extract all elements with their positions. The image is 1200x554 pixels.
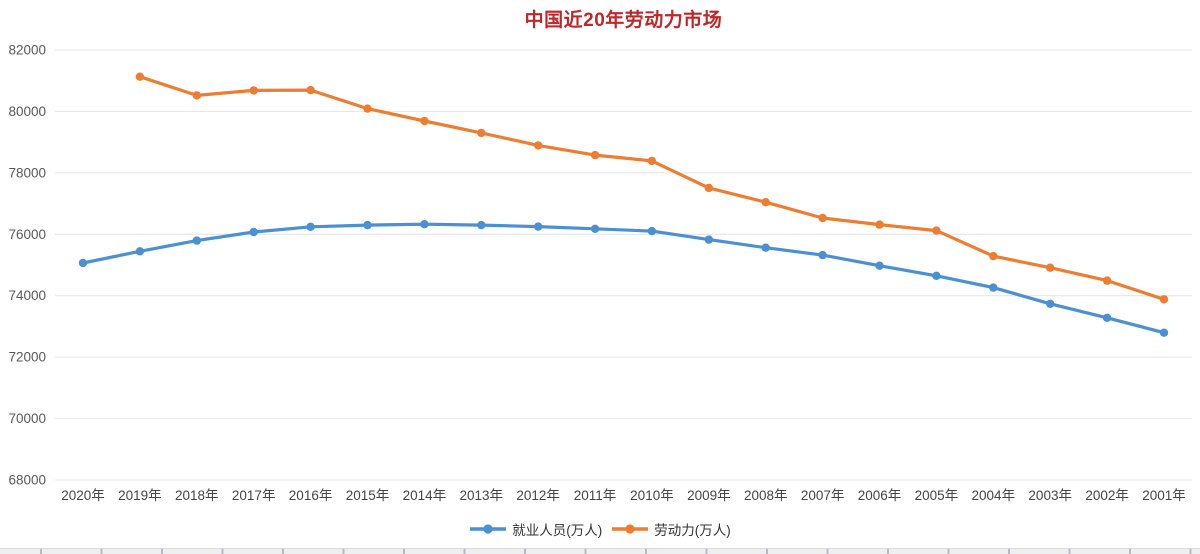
x-axis-tick-label: 2014年	[403, 488, 447, 503]
data-point-marker	[1046, 263, 1055, 272]
data-point-marker	[420, 116, 429, 126]
spreadsheet-edge-strip	[0, 548, 1200, 554]
chart-legend: 就业人员(万人) 劳动力(万人)	[0, 519, 1200, 539]
data-point-marker	[590, 150, 600, 160]
data-point-marker	[761, 243, 770, 252]
series-line-0	[81, 222, 1166, 335]
data-point-marker	[989, 251, 998, 261]
data-point-marker	[1159, 328, 1169, 337]
x-axis-tick-label: 2016年	[289, 488, 333, 503]
legend-item-employment[interactable]: 就业人员(万人)	[469, 519, 602, 539]
data-point-marker	[761, 198, 770, 207]
data-point-marker	[192, 91, 201, 100]
x-axis-tick-label: 2017年	[232, 488, 276, 503]
data-point-marker	[534, 222, 543, 231]
series-line-1	[138, 75, 1166, 301]
data-point-marker	[306, 222, 315, 231]
data-point-marker	[818, 213, 827, 223]
x-axis-tick-label: 2015年	[346, 488, 390, 503]
data-point-marker	[192, 236, 201, 245]
data-point-marker	[875, 220, 884, 229]
x-axis-tick-label: 2010年	[630, 488, 674, 503]
data-point-marker	[704, 183, 713, 193]
data-point-marker	[135, 72, 145, 81]
data-point-marker	[1102, 313, 1112, 322]
data-point-marker	[989, 283, 998, 292]
data-point-marker	[78, 258, 88, 268]
data-point-marker	[647, 156, 657, 166]
data-point-marker	[477, 220, 486, 230]
data-point-marker	[932, 226, 941, 235]
data-point-marker	[420, 220, 429, 229]
data-point-marker	[818, 250, 827, 260]
x-axis-tick-label: 2020年	[61, 488, 105, 503]
x-axis-tick-label: 2012年	[516, 488, 560, 503]
x-axis-tick-label: 2008年	[744, 488, 788, 503]
chart-title: 中国近20年劳动力市场	[524, 10, 723, 31]
y-axis-tick-label: 76000	[8, 227, 46, 242]
y-axis-tick-label: 70000	[8, 411, 46, 426]
x-axis-tick-label: 2018年	[175, 488, 219, 503]
data-point-marker	[647, 226, 657, 236]
data-point-marker	[875, 261, 884, 270]
x-axis-tick-label: 2006年	[858, 488, 902, 503]
y-axis-tick-label: 80000	[8, 104, 46, 119]
y-axis-tick-label: 82000	[8, 43, 46, 58]
line-dot-marker-icon	[612, 524, 649, 534]
data-point-marker	[306, 85, 315, 95]
y-axis-tick-label: 68000	[8, 473, 46, 488]
x-axis-tick-label: 2004年	[972, 488, 1016, 503]
data-point-marker	[1102, 276, 1112, 285]
line-dot-marker-icon	[470, 524, 507, 534]
data-point-marker	[135, 247, 145, 256]
data-point-marker	[534, 141, 543, 150]
x-axis-tick-label: 2007年	[801, 488, 845, 503]
data-point-marker	[932, 271, 941, 280]
data-point-marker	[1159, 295, 1169, 304]
x-axis-tick-label: 2009年	[687, 488, 731, 503]
x-axis-tick-label: 2001年	[1142, 488, 1186, 503]
x-axis-tick-label: 2005年	[915, 488, 959, 503]
data-point-marker	[249, 86, 258, 95]
legend-label-laborforce: 劳动力(万人)	[654, 523, 731, 538]
data-point-marker	[249, 227, 258, 237]
data-point-marker	[363, 104, 372, 113]
legend-item-laborforce[interactable]: 劳动力(万人)	[611, 519, 731, 539]
y-axis-tick-label: 74000	[8, 288, 46, 303]
y-axis-tick-label: 78000	[8, 165, 46, 180]
data-point-marker	[704, 235, 713, 244]
data-point-marker	[477, 128, 486, 138]
y-axis-tick-label: 72000	[8, 350, 46, 365]
x-axis-tick-label: 2011年	[574, 488, 617, 503]
x-axis-tick-label: 2003年	[1028, 488, 1072, 503]
legend-label-employment: 就业人员(万人)	[512, 523, 603, 538]
line-chart-canvas: 82000 80000 78000 76000 74000 72000 70000 68000…	[8, 43, 1192, 503]
x-axis-tick-label: 2013年	[459, 488, 503, 503]
x-axis-tick-label: 2019年	[118, 488, 162, 503]
data-point-marker	[363, 220, 372, 230]
data-point-marker	[590, 224, 600, 233]
x-axis-tick-label: 2002年	[1085, 488, 1129, 503]
data-point-marker	[1046, 299, 1055, 308]
